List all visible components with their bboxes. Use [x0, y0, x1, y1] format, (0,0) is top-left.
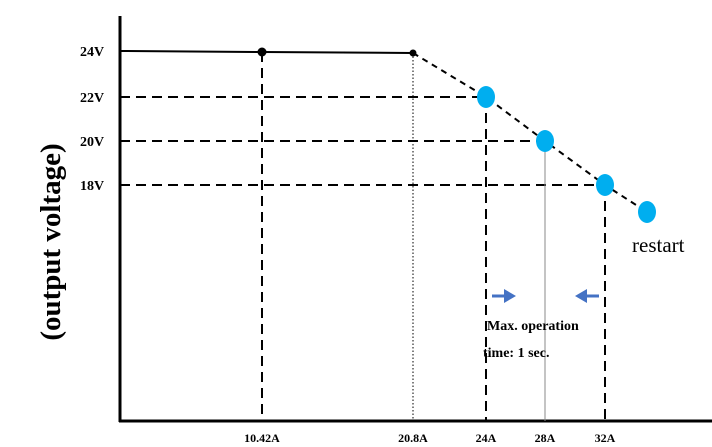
- marker-4: [638, 201, 656, 223]
- y-tick-24v: 24V: [80, 45, 104, 60]
- marker-2: [536, 130, 554, 152]
- knee-point-20-8a: [409, 49, 417, 57]
- markers-layer: [477, 86, 656, 223]
- guide-lines: [120, 52, 606, 421]
- arrow-left-head: [575, 289, 587, 303]
- y-tick-18v: 18V: [80, 179, 104, 194]
- max-operation-annotation: Max. operation time: 1 sec.: [483, 289, 599, 361]
- marker-1: [477, 86, 495, 108]
- x-tick-28a: 28A: [535, 431, 556, 445]
- x-tick-10-42a: 10.42A: [244, 431, 280, 445]
- x-tick-32a: 32A: [595, 431, 616, 445]
- y-tick-20v: 20V: [80, 135, 104, 150]
- arrow-right-head: [504, 289, 516, 303]
- restart-label: restart: [632, 233, 685, 257]
- y-tick-labels: 24V 22V 20V 18V: [80, 45, 104, 194]
- series-layer: [119, 47, 648, 213]
- y-axis-label: (output voltage): [35, 143, 67, 340]
- x-tick-20-8a: 20.8A: [398, 431, 428, 445]
- annotation-line-2: time: 1 sec.: [483, 346, 549, 361]
- marker-3: [596, 174, 614, 196]
- annotation-line-1: Max. operation: [487, 319, 579, 334]
- x-tick-24a: 24A: [476, 431, 497, 445]
- knee-point-10-42a: [257, 47, 267, 57]
- chart-axes: [118, 16, 712, 423]
- y-tick-22v: 22V: [80, 91, 104, 106]
- x-tick-labels: 10.42A 20.8A 24A 28A 32A: [244, 431, 616, 445]
